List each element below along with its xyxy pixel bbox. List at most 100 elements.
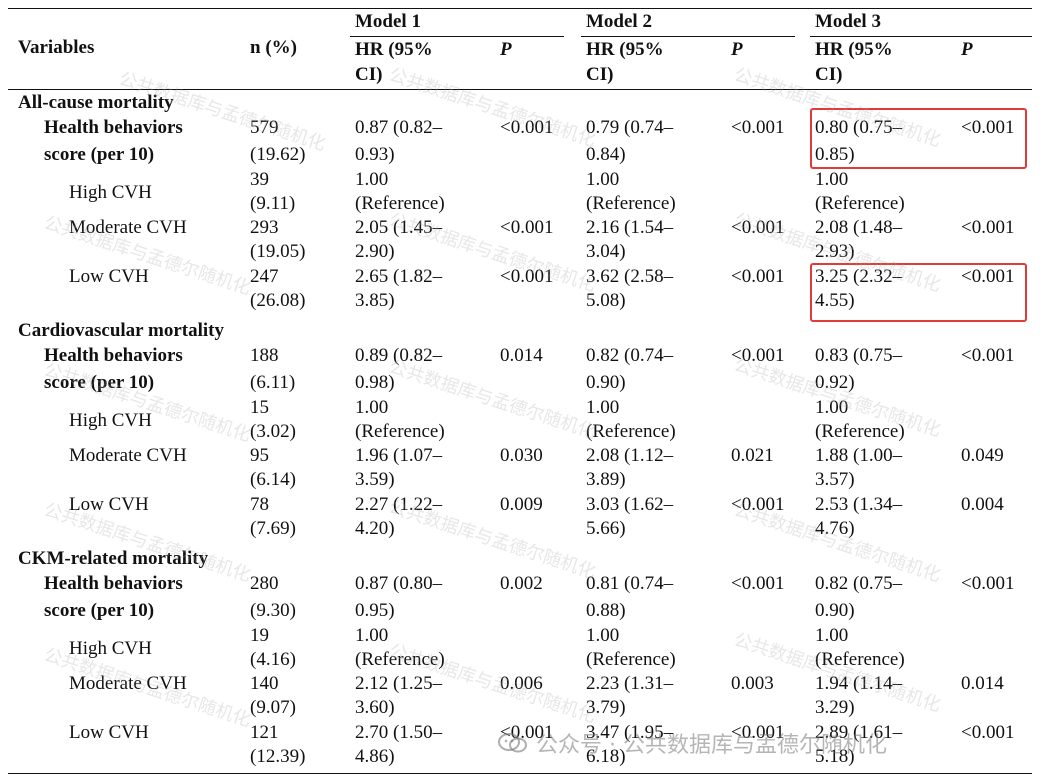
hr-ci-end: 5.08) bbox=[586, 290, 626, 311]
p-value: 0.006 bbox=[500, 673, 543, 694]
hr-ci-end: 3.59) bbox=[355, 469, 395, 490]
highlight-box-score bbox=[810, 108, 1027, 169]
n-count: 78 bbox=[250, 494, 269, 515]
hr-value: 2.23 (1.31– bbox=[586, 673, 674, 694]
wechat-icon bbox=[498, 733, 527, 753]
header-p-1: P bbox=[500, 39, 512, 60]
hr-ci-end: 0.88) bbox=[586, 600, 626, 621]
hr-ci-end: (Reference) bbox=[355, 649, 445, 670]
row-label: Moderate CVH bbox=[69, 673, 187, 694]
p-value: 0.030 bbox=[500, 445, 543, 466]
row-label: Health behaviors bbox=[44, 573, 183, 594]
highlight-box-low-cvh bbox=[810, 263, 1027, 322]
header-ci-3: CI) bbox=[815, 64, 843, 85]
hr-ci-end: 0.93) bbox=[355, 144, 395, 165]
hr-value: 3.47 (1.95– bbox=[586, 722, 674, 743]
p-value: <0.001 bbox=[961, 266, 1015, 287]
n-count: 140 bbox=[250, 673, 279, 694]
n-percent: (9.07) bbox=[250, 697, 296, 718]
hr-ci-end: 2.93) bbox=[815, 241, 855, 262]
hr-ci-end: 3.89) bbox=[586, 469, 626, 490]
hr-ci-end: 4.20) bbox=[355, 518, 395, 539]
hr-ci-end: 0.90) bbox=[815, 600, 855, 621]
model-2-rule bbox=[581, 36, 795, 37]
p-value: <0.001 bbox=[731, 722, 785, 743]
p-value: 0.014 bbox=[500, 345, 543, 366]
hr-value: 3.62 (2.58– bbox=[586, 266, 674, 287]
model-1-rule bbox=[350, 36, 564, 37]
p-value: 0.021 bbox=[731, 445, 774, 466]
hr-ci-end: 3.29) bbox=[815, 697, 855, 718]
hr-ci-end: (Reference) bbox=[815, 193, 905, 214]
n-count: 19 bbox=[250, 625, 269, 646]
p-value: <0.001 bbox=[961, 117, 1015, 138]
hr-ci-end: (Reference) bbox=[586, 421, 676, 442]
header-rule bbox=[8, 89, 1032, 90]
hr-value: 1.88 (1.00– bbox=[815, 445, 903, 466]
n-percent: (4.16) bbox=[250, 649, 296, 670]
hr-value: 1.00 bbox=[586, 397, 620, 418]
p-value: <0.001 bbox=[731, 217, 785, 238]
section-heading: CKM-related mortality bbox=[18, 548, 209, 569]
row-label: Low CVH bbox=[69, 722, 149, 743]
hr-ci-end: 3.57) bbox=[815, 469, 855, 490]
hr-ci-end: 0.84) bbox=[586, 144, 626, 165]
n-count: 247 bbox=[250, 266, 279, 287]
n-count: 280 bbox=[250, 573, 279, 594]
hr-ci-end: 3.60) bbox=[355, 697, 395, 718]
hr-ci-end: (Reference) bbox=[815, 421, 905, 442]
n-percent: (19.05) bbox=[250, 241, 306, 262]
p-value: 0.009 bbox=[500, 494, 543, 515]
hr-ci-end: 3.04) bbox=[586, 241, 626, 262]
hr-ci-end: 0.98) bbox=[355, 372, 395, 393]
hr-ci-end: (Reference) bbox=[355, 193, 445, 214]
header-ci-1: CI) bbox=[355, 64, 383, 85]
hr-value: 0.80 (0.75– bbox=[815, 117, 903, 138]
section-heading: All-cause mortality bbox=[18, 92, 174, 113]
hr-ci-end: (Reference) bbox=[355, 421, 445, 442]
n-percent: (7.69) bbox=[250, 518, 296, 539]
header-p-3: P bbox=[961, 39, 973, 60]
p-value: <0.001 bbox=[500, 266, 554, 287]
hr-ci-end: 4.86) bbox=[355, 746, 395, 767]
hr-value: 0.87 (0.82– bbox=[355, 117, 443, 138]
hr-value: 2.12 (1.25– bbox=[355, 673, 443, 694]
p-value: <0.001 bbox=[961, 573, 1015, 594]
hr-value: 1.00 bbox=[815, 397, 849, 418]
p-value: <0.001 bbox=[500, 217, 554, 238]
footer-watermark: 公众号 · 公共数据库与孟德尔随机化 bbox=[498, 727, 887, 759]
p-value: <0.001 bbox=[961, 217, 1015, 238]
p-value: <0.001 bbox=[961, 345, 1015, 366]
n-count: 579 bbox=[250, 117, 279, 138]
bottom-rule bbox=[8, 773, 1032, 774]
hr-value: 2.53 (1.34– bbox=[815, 494, 903, 515]
header-hr-3: HR (95% bbox=[815, 39, 893, 60]
p-value: 0.049 bbox=[961, 445, 1004, 466]
row-label: High CVH bbox=[69, 410, 152, 431]
hr-value: 1.94 (1.14– bbox=[815, 673, 903, 694]
hr-value: 1.00 bbox=[355, 397, 389, 418]
hr-value: 0.79 (0.74– bbox=[586, 117, 674, 138]
p-value: <0.001 bbox=[731, 573, 785, 594]
hr-value: 1.00 bbox=[586, 625, 620, 646]
n-percent: (19.62) bbox=[250, 144, 306, 165]
p-value: 0.014 bbox=[961, 673, 1004, 694]
hr-value: 1.00 bbox=[815, 625, 849, 646]
p-value: <0.001 bbox=[961, 722, 1015, 743]
row-label: Moderate CVH bbox=[69, 217, 187, 238]
n-count: 293 bbox=[250, 217, 279, 238]
row-label: Low CVH bbox=[69, 266, 149, 287]
hr-ci-end: (Reference) bbox=[586, 649, 676, 670]
n-percent: (6.14) bbox=[250, 469, 296, 490]
n-count: 188 bbox=[250, 345, 279, 366]
hr-ci-end: 0.85) bbox=[815, 144, 855, 165]
row-label: score (per 10) bbox=[44, 600, 155, 621]
model-3-rule bbox=[810, 36, 1032, 37]
top-rule bbox=[8, 8, 1032, 9]
hr-value: 2.08 (1.48– bbox=[815, 217, 903, 238]
n-percent: (12.39) bbox=[250, 746, 306, 767]
header-model-3: Model 3 bbox=[815, 11, 881, 32]
row-label: score (per 10) bbox=[44, 144, 155, 165]
header-model-1: Model 1 bbox=[355, 11, 421, 32]
